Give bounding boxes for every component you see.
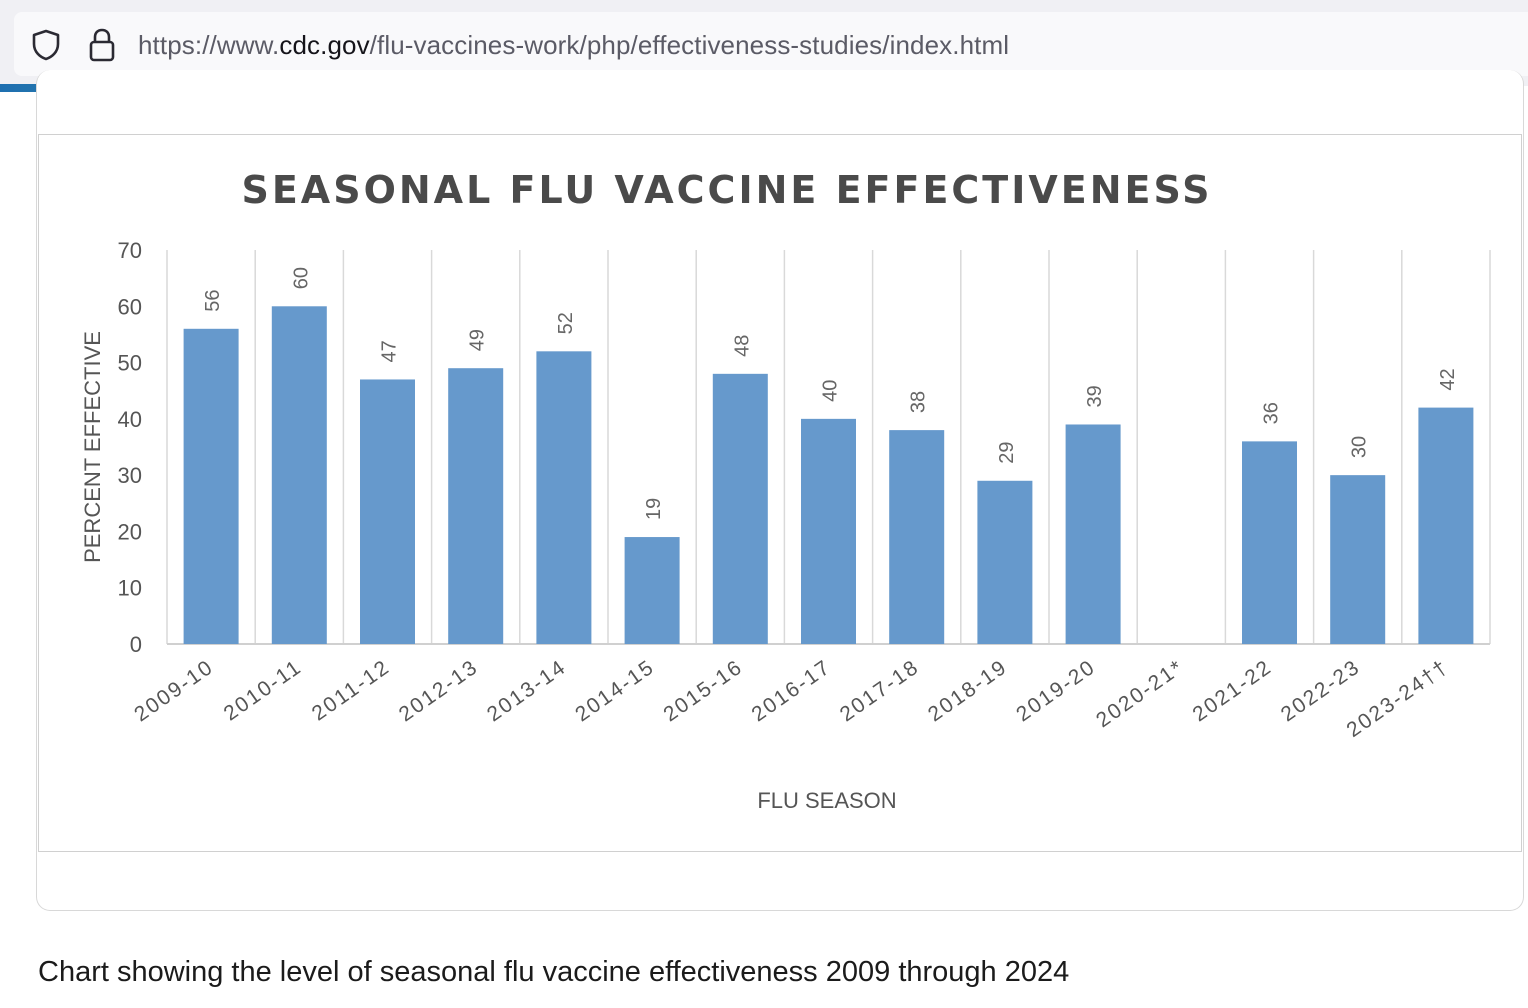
x-tick-label: 2012-13 xyxy=(395,655,483,726)
x-tick-label: 2021-22 xyxy=(1189,655,1277,726)
bar-data-label: 49 xyxy=(467,329,489,351)
y-tick-label: 20 xyxy=(118,519,142,544)
y-tick-label: 40 xyxy=(118,407,142,432)
shield-icon[interactable] xyxy=(30,28,62,62)
y-tick-label: 10 xyxy=(118,576,142,601)
chart-caption: Chart showing the level of seasonal flu … xyxy=(38,956,1070,988)
bar-data-label: 38 xyxy=(908,391,930,413)
address-bar[interactable] xyxy=(14,12,1528,76)
x-tick-label: 2011-12 xyxy=(308,655,395,725)
x-tick-label: 2010-11 xyxy=(220,655,307,725)
bar xyxy=(1242,441,1297,644)
bar xyxy=(977,480,1033,644)
x-tick-label: 2017-18 xyxy=(836,655,924,726)
bar xyxy=(712,373,768,644)
bar xyxy=(1330,475,1386,644)
y-tick-label: 30 xyxy=(118,463,142,488)
bar xyxy=(624,537,680,644)
bar xyxy=(271,306,327,644)
bar-data-label: 39 xyxy=(1084,385,1106,407)
browser-toolbar: https://www.cdc.gov/flu-vaccines-work/ph… xyxy=(0,0,1528,86)
y-tick-label: 0 xyxy=(130,632,142,657)
bar-data-label: 19 xyxy=(643,498,665,520)
url-text[interactable]: https://www.cdc.gov/flu-vaccines-work/ph… xyxy=(138,28,1009,62)
y-tick-label: 60 xyxy=(118,294,142,319)
x-tick-label: 2009-10 xyxy=(130,655,218,726)
bar-data-label: 56 xyxy=(202,290,224,312)
bar xyxy=(801,418,856,644)
bar xyxy=(1418,407,1474,644)
x-tick-label: 2022-23 xyxy=(1277,655,1365,726)
bar-data-label: 47 xyxy=(379,340,401,362)
bar-data-label: 36 xyxy=(1261,402,1283,424)
bar-data-label: 48 xyxy=(731,335,753,357)
x-tick-label: 2015-16 xyxy=(659,655,747,726)
url-host: cdc.gov xyxy=(279,30,370,60)
x-axis-label: FLU SEASON xyxy=(757,788,896,813)
bar xyxy=(183,328,239,644)
x-tick-label: 2013-14 xyxy=(483,655,571,726)
bar-data-label: 29 xyxy=(996,442,1018,464)
url-prefix: https://www. xyxy=(138,30,280,60)
bar xyxy=(448,368,504,644)
x-tick-label: 2018-19 xyxy=(924,655,1012,726)
x-tick-label: 2019-20 xyxy=(1012,655,1100,726)
y-axis-label: PERCENT EFFECTIVE xyxy=(80,331,105,563)
chart-title: SEASONAL FLU VACCINE EFFECTIVENESS xyxy=(241,168,1212,212)
y-tick-label: 50 xyxy=(118,351,142,376)
y-tick-label: 70 xyxy=(118,238,142,263)
bar-data-label: 60 xyxy=(290,267,312,289)
lock-icon[interactable] xyxy=(88,28,116,62)
bar-data-label: 52 xyxy=(555,312,577,334)
bar xyxy=(1065,424,1121,644)
x-tick-label: 2020-21* xyxy=(1092,655,1188,732)
bar-data-label: 40 xyxy=(820,380,842,402)
bar-data-label: 30 xyxy=(1349,436,1371,458)
x-tick-label: 2014-15 xyxy=(571,655,659,726)
url-path: /flu-vaccines-work/php/effectiveness-stu… xyxy=(369,30,1010,60)
x-tick-label: 2016-17 xyxy=(748,655,836,726)
bar xyxy=(889,430,945,644)
bar-data-label: 42 xyxy=(1437,368,1459,390)
bar xyxy=(360,379,415,644)
bar xyxy=(536,351,592,644)
